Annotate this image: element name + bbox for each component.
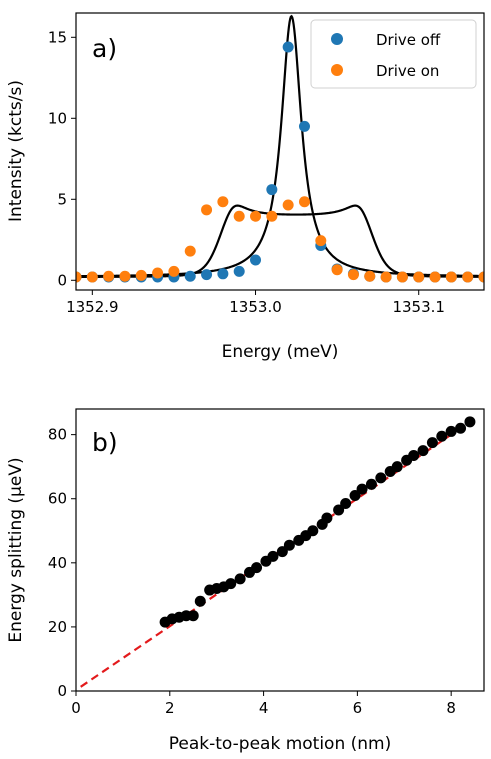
x-tick-label: 6 bbox=[353, 699, 363, 717]
data-point-drive-on bbox=[282, 199, 294, 211]
panel-b-frame bbox=[75, 408, 485, 692]
data-point-drive-on bbox=[217, 196, 229, 208]
x-tick-label: 1353.0 bbox=[229, 298, 282, 316]
data-point bbox=[436, 430, 448, 442]
panel-a-label: a) bbox=[92, 34, 117, 63]
data-point-drive-on bbox=[168, 265, 180, 277]
data-point-drive-on bbox=[201, 204, 213, 216]
data-point-drive-on bbox=[429, 271, 441, 283]
data-point-drive-on bbox=[76, 271, 82, 283]
y-tick-label: 0 bbox=[57, 682, 67, 700]
data-point-drive-on bbox=[233, 210, 245, 222]
y-tick-label: 60 bbox=[48, 490, 67, 508]
panel-b-plot-area bbox=[80, 416, 476, 688]
data-point-drive-off bbox=[184, 270, 196, 282]
data-point bbox=[276, 546, 288, 558]
data-point bbox=[267, 550, 279, 562]
panel-b-label: b) bbox=[92, 428, 118, 457]
data-point-drive-on bbox=[396, 271, 408, 283]
legend-label-drive-on: Drive on bbox=[376, 62, 439, 80]
data-point bbox=[225, 578, 237, 590]
x-tick-label: 8 bbox=[446, 699, 456, 717]
data-point-drive-on bbox=[380, 271, 392, 283]
panel-a-frame bbox=[75, 12, 485, 291]
data-point bbox=[187, 610, 199, 622]
data-point-drive-off bbox=[266, 184, 278, 196]
data-point-drive-on bbox=[445, 271, 457, 283]
data-point-drive-on bbox=[347, 269, 359, 281]
panel-a-xlabel: Energy (meV) bbox=[222, 342, 339, 362]
y-tick-label: 40 bbox=[48, 554, 67, 572]
data-point-drive-on bbox=[298, 196, 310, 208]
panel-a-legend: Drive off Drive on bbox=[310, 19, 477, 89]
data-point-drive-off bbox=[233, 265, 245, 277]
data-point-drive-off bbox=[250, 254, 262, 266]
y-tick-label: 0 bbox=[57, 271, 67, 289]
data-point-drive-on bbox=[135, 269, 147, 281]
data-point-drive-off bbox=[282, 41, 294, 53]
data-point bbox=[307, 525, 319, 537]
panel-a: 1352.9 1353.0 1353.1 0 5 10 15 a) Energy (meV)… bbox=[6, 12, 485, 362]
legend-marker-drive-on bbox=[331, 64, 343, 76]
data-point-drive-off bbox=[298, 120, 310, 132]
panel-b-xlabel: Peak-to-peak motion (nm) bbox=[169, 734, 391, 754]
data-point-drive-on bbox=[364, 270, 376, 282]
data-point bbox=[455, 422, 467, 434]
x-tick-label: 1353.1 bbox=[392, 298, 445, 316]
data-point-drive-on bbox=[462, 271, 474, 283]
data-point-drive-on bbox=[119, 270, 131, 282]
data-point bbox=[340, 498, 352, 510]
x-tick-label: 1352.9 bbox=[66, 298, 119, 316]
data-point bbox=[391, 461, 403, 473]
data-point bbox=[445, 425, 457, 437]
x-tick-label: 2 bbox=[165, 699, 175, 717]
y-tick-label: 15 bbox=[48, 28, 67, 46]
data-point bbox=[321, 512, 333, 524]
legend-marker-drive-off bbox=[331, 33, 343, 45]
data-point bbox=[375, 472, 387, 484]
data-point bbox=[365, 478, 377, 490]
data-point bbox=[356, 483, 368, 495]
data-point-drive-on bbox=[413, 271, 425, 283]
legend-box bbox=[310, 19, 477, 89]
data-point-drive-on bbox=[315, 235, 327, 247]
panel-a-ticks: 1352.9 1353.0 1353.1 0 5 10 15 bbox=[48, 28, 445, 316]
panel-a-plot-area bbox=[76, 14, 484, 283]
legend-label-drive-off: Drive off bbox=[376, 31, 441, 49]
data-point bbox=[426, 437, 438, 449]
y-tick-label: 20 bbox=[48, 618, 67, 636]
panel-a-ylabel: Intensity (kcts/s) bbox=[6, 80, 26, 222]
data-point bbox=[283, 539, 295, 551]
data-point bbox=[417, 445, 429, 457]
data-point bbox=[464, 416, 476, 428]
x-tick-label: 4 bbox=[259, 699, 269, 717]
data-point bbox=[194, 595, 206, 607]
fit-curve-drive-on bbox=[76, 204, 484, 278]
data-point-drive-on bbox=[86, 271, 98, 283]
data-point bbox=[333, 504, 345, 516]
y-tick-label: 80 bbox=[48, 426, 67, 444]
panel-b-ylabel: Energy splitting (μeV) bbox=[6, 457, 26, 642]
data-point-drive-off bbox=[201, 269, 213, 281]
data-point-drive-on bbox=[184, 245, 196, 257]
data-point-drive-on bbox=[103, 270, 115, 282]
y-tick-label: 10 bbox=[48, 109, 67, 127]
y-tick-label: 5 bbox=[57, 190, 67, 208]
data-point bbox=[408, 449, 420, 461]
data-point bbox=[251, 562, 263, 574]
data-point bbox=[349, 490, 361, 502]
data-point-drive-off bbox=[217, 268, 229, 280]
data-point-drive-on bbox=[478, 271, 484, 283]
x-tick-label: 0 bbox=[71, 699, 81, 717]
data-point-drive-on bbox=[266, 210, 278, 222]
data-point-drive-on bbox=[152, 267, 164, 279]
data-point-drive-on bbox=[250, 210, 262, 222]
data-point-drive-on bbox=[331, 264, 343, 276]
data-point bbox=[234, 573, 246, 585]
